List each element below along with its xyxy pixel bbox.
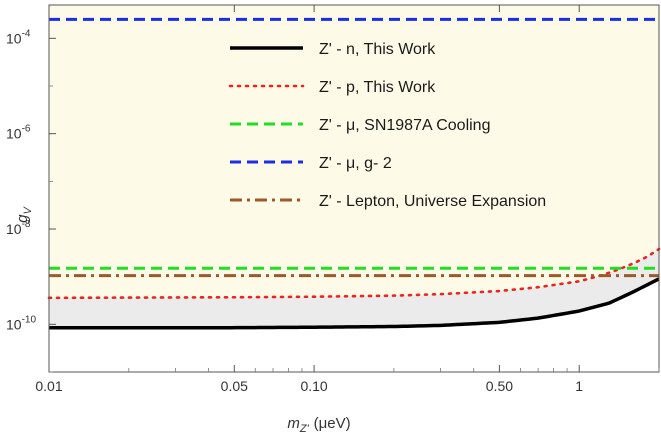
series-line-z-n-this-work [49, 277, 660, 330]
y-tick-label: 10-8 [6, 219, 31, 237]
y-tick-label: 10-6 [6, 124, 31, 142]
y-axis-title-sub: V [22, 206, 34, 215]
legend-label-z-p-this-work: Z' - p, This Work [319, 79, 436, 96]
series-line-z-p-this-work [47, 247, 661, 300]
legend-label-z-n-this-work: Z' - n, This Work [319, 41, 436, 58]
x-axis-ticks: 0.01 0.05 0.10 0.50 1 [35, 5, 660, 394]
y-tick-label: 10-10 [6, 314, 36, 332]
region-excluded [49, 5, 659, 298]
x-tick-label: 0.05 [221, 378, 248, 394]
x-axis-title-unit: (μeV) [314, 415, 351, 432]
x-axis-title-sub: Z' [299, 423, 310, 435]
shaded-regions [49, 5, 659, 328]
y-axis-title-main: g [14, 214, 31, 223]
x-tick-label: 0.10 [300, 378, 327, 394]
legend-label-z-lepton-universe-expansion: Z' - Lepton, Universe Expansion [319, 193, 546, 210]
y-axis-title: gV [14, 206, 34, 223]
plot-frame [48, 4, 660, 373]
x-tick-label: 0.01 [35, 378, 62, 394]
region-between [49, 249, 659, 328]
y-tick-label: 10-4 [6, 28, 31, 46]
x-axis-title: mZ' (μeV) [287, 415, 350, 435]
x-tick-label: 1 [575, 378, 583, 394]
legend: Z' - n, This Work Z' - p, This Work Z' - μ… [228, 41, 546, 210]
x-tick-label: 0.50 [486, 378, 513, 394]
x-axis-title-main: m [287, 415, 300, 432]
series-lines [47, 17, 661, 330]
legend-label-z-sn1987a-cooling: Z' - μ, SN1987A Cooling [319, 117, 490, 134]
legend-label-z-g-2: Z' - μ, g- 2 [319, 155, 392, 172]
y-axis-ticks: 10-10 10-8 10-6 10-4 [6, 28, 56, 373]
